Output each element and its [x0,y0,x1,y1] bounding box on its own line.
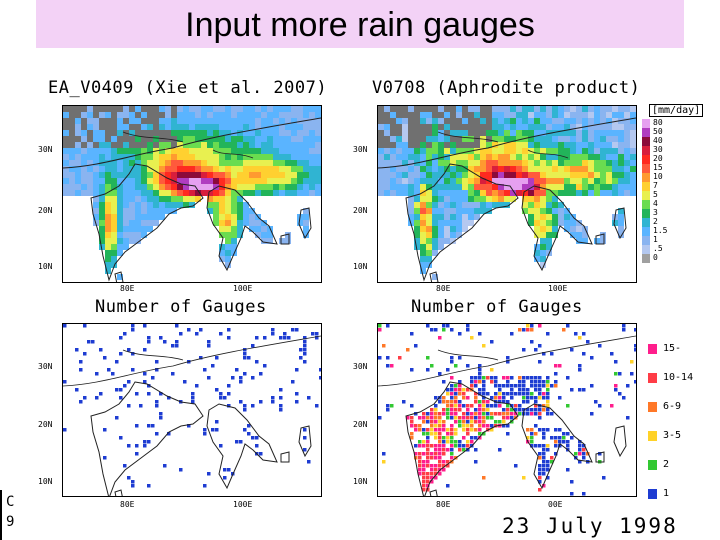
lat-label-30n: 30N [38,362,53,371]
gauge-legend-swatch [648,460,657,470]
rain-map-plot [63,106,321,282]
colorbar-swatch [642,200,650,209]
colorbar-label: 1.5 [653,226,668,235]
gauge-legend-label: 2 [663,459,670,470]
lon-label-80e: 80E [120,284,135,293]
colorbar-label: 20 [653,154,663,163]
colorbar-swatch [642,236,650,245]
lon-label-100e: 100E [233,284,253,293]
gauge-legend-label: 6-9 [663,401,682,412]
gauge-legend-label: 1 [663,488,670,499]
colorbar-label: 80 [653,118,663,127]
colorbar-label: 0 [653,253,658,262]
gauge-map-ea-v0409 [62,323,322,497]
colorbar-swatch [642,155,650,164]
colorbar-label: 30 [653,145,663,154]
colorbar-label: 50 [653,127,663,136]
cut-off-text: 9 [6,514,15,530]
colorbar-label: .5 [653,244,663,253]
colorbar-swatch [642,137,650,146]
colorbar-swatch [642,245,650,254]
panel-header-bottom-left: Number of Gauges [95,297,267,317]
lat-label-10n: 10N [38,262,53,271]
colorbar-label: 3 [653,208,658,217]
gauge-map-v0708 [377,323,637,497]
lat-label-20n: 20N [353,420,368,429]
slide-title: Input more rain gauges [185,6,535,44]
gauge-legend-label: 15- [663,343,682,354]
rain-unit-label: [mm/day] [649,104,704,117]
gauge-map-plot [378,324,636,496]
panel-header-top-left: EA_V0409 (Xie et al. 2007) [48,78,328,98]
colorbar-swatch [642,164,650,173]
colorbar-label: 4 [653,199,658,208]
lat-label-30n: 30N [353,362,368,371]
lon-label-80e: 80E [436,500,451,509]
colorbar-swatch [642,182,650,191]
gauge-map-plot [63,324,321,496]
left-edge-line [0,490,2,540]
lon-label-100e: 100E [548,284,568,293]
lon-label-80e: 80E [436,284,451,293]
colorbar-swatch [642,128,650,137]
colorbar-label: 1 [653,235,658,244]
lat-label-20n: 20N [38,206,53,215]
colorbar-swatch [642,191,650,200]
cut-off-text: C [6,494,15,510]
colorbar-label: 2 [653,217,658,226]
lat-label-30n: 30N [353,145,368,154]
gauge-legend-swatch [648,344,657,354]
colorbar-swatch [642,218,650,227]
date-label: 23 July 1998 [502,514,678,538]
colorbar-swatch [642,119,650,128]
gauge-legend-swatch [648,489,657,499]
colorbar-swatch [642,209,650,218]
colorbar-swatch [642,146,650,155]
lat-label-20n: 20N [353,206,368,215]
colorbar-label: 5 [653,190,658,199]
lon-label-00e: 00E [548,500,563,509]
colorbar-swatch [642,254,650,263]
gauge-legend-label: 10-14 [663,372,694,383]
lat-label-20n: 20N [38,420,53,429]
gauge-legend-swatch [648,402,657,412]
rain-map-plot [378,106,636,282]
colorbar-swatch [642,173,650,182]
panel-header-top-right: V0708 (Aphrodite product) [372,78,641,98]
gauge-legend-swatch [648,373,657,383]
rain-map-ea-v0409 [62,105,322,283]
panel-header-bottom-right: Number of Gauges [411,297,583,317]
title-bar [36,0,684,48]
lat-label-10n: 10N [353,477,368,486]
lon-label-80e: 80E [120,500,135,509]
rain-map-v0708 [377,105,637,283]
colorbar-swatch [642,227,650,236]
lat-label-10n: 10N [353,262,368,271]
lat-label-30n: 30N [38,145,53,154]
colorbar-label: 10 [653,172,663,181]
gauge-legend-swatch [648,431,657,441]
colorbar-label: 40 [653,136,663,145]
colorbar-label: 15 [653,163,663,172]
gauge-legend-label: 3-5 [663,430,682,441]
lon-label-100e: 100E [233,500,253,509]
lat-label-10n: 10N [38,477,53,486]
colorbar-label: 7 [653,181,658,190]
